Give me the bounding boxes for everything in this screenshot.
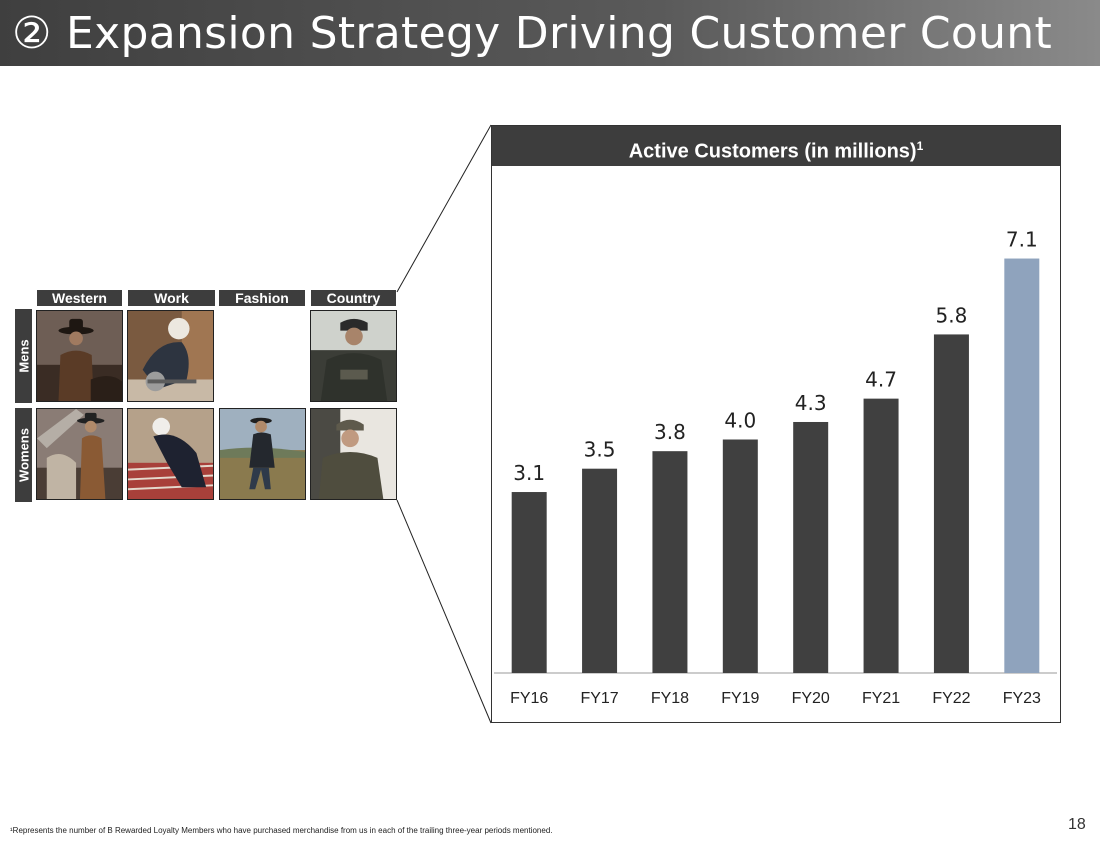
x-tick-label-fy22: FY22 <box>932 690 970 707</box>
x-tick-label-fy16: FY16 <box>510 690 548 707</box>
row-header-mens-label: Mens <box>16 339 31 373</box>
x-tick-label-fy23: FY23 <box>1003 690 1041 707</box>
bar-fy17 <box>582 468 618 673</box>
bar-fy22 <box>933 334 969 673</box>
page-title: ② Expansion Strategy Driving Customer Co… <box>12 8 1053 59</box>
chart-title: Active Customers (in millions)1 <box>492 126 1060 166</box>
bar-fy19 <box>722 439 758 673</box>
bar-fy23 <box>1004 258 1040 673</box>
value-label-fy21: 4.7 <box>865 368 897 392</box>
chart-panel: Active Customers (in millions)1 3.1 FY16 3… <box>491 125 1061 723</box>
x-tick-label-fy17: FY17 <box>580 690 618 707</box>
value-label-fy19: 4.0 <box>724 409 756 433</box>
bar-chart: 3.1 FY16 3.5 FY17 3.8 FY18 4.0 FY19 4.3 FY20 4.7 FY… <box>494 228 1057 707</box>
photo-womens-fashion <box>219 408 306 500</box>
x-tick-label-fy18: FY18 <box>651 690 689 707</box>
value-label-fy18: 3.8 <box>654 420 686 444</box>
x-tick-label-fy21: FY21 <box>862 690 900 707</box>
value-label-fy20: 4.3 <box>795 391 827 415</box>
value-label-fy16: 3.1 <box>513 461 545 485</box>
title-bar: ② Expansion Strategy Driving Customer Co… <box>0 0 1100 66</box>
column-header-fashion: Fashion <box>219 290 305 306</box>
value-label-fy23: 7.1 <box>1006 228 1038 252</box>
column-header-country: Country <box>311 290 396 306</box>
row-header-mens: Mens <box>15 309 32 403</box>
photo-mens-work <box>127 310 214 402</box>
bar-fy21 <box>863 398 899 673</box>
x-tick-label-fy20: FY20 <box>792 690 830 707</box>
photo-womens-work <box>127 408 214 500</box>
value-label-fy22: 5.8 <box>936 303 968 327</box>
photo-womens-country <box>310 408 397 500</box>
bar-fy16 <box>511 492 547 673</box>
row-header-womens: Womens <box>15 408 32 502</box>
row-header-womens-label: Womens <box>16 428 31 482</box>
value-label-fy17: 3.5 <box>584 438 616 462</box>
photo-womens-western <box>36 408 123 500</box>
footnote: ¹Represents the number of B Rewarded Loy… <box>10 826 553 835</box>
photo-mens-country <box>310 310 397 402</box>
column-header-western: Western <box>37 290 122 306</box>
page-number: 18 <box>1068 816 1086 833</box>
column-header-work: Work <box>128 290 215 306</box>
chart-title-footnote-mark: 1 <box>916 139 924 153</box>
bar-fy18 <box>652 451 688 673</box>
bar-fy20 <box>793 421 829 673</box>
photo-mens-western <box>36 310 123 402</box>
chart-title-text: Active Customers (in millions) <box>628 140 917 163</box>
x-tick-label-fy19: FY19 <box>721 690 759 707</box>
